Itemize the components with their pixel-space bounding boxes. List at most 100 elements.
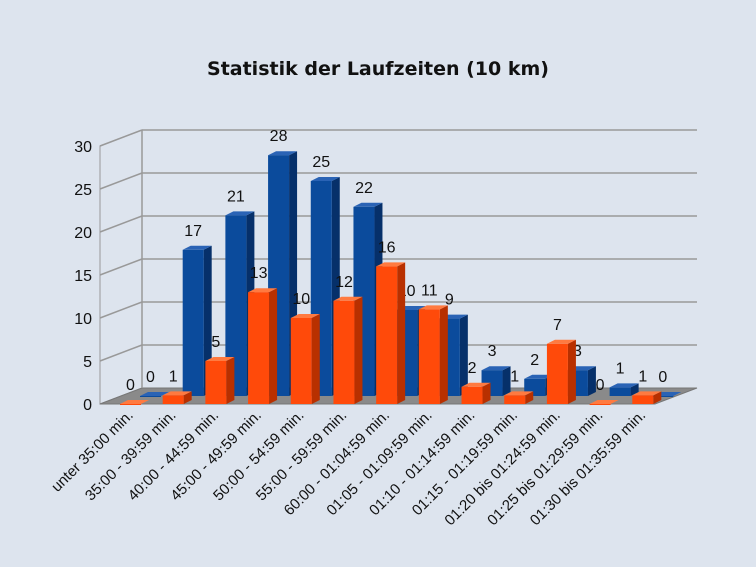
bar-blue-top (310, 177, 340, 181)
bar-red (589, 400, 619, 405)
bar-red (376, 262, 406, 404)
bar-red (504, 391, 534, 404)
y-tick-label: 20 (74, 225, 92, 242)
bar-red (546, 339, 576, 404)
y-tick-label: 15 (74, 268, 92, 285)
data-label-blue: 0 (146, 369, 155, 386)
bar-red-side (482, 382, 491, 404)
bar-red-top (376, 262, 406, 267)
bar-blue-top (140, 392, 169, 396)
bar-red-top (162, 391, 192, 396)
bar-red-side (311, 314, 320, 404)
bar-blue (182, 245, 212, 396)
bar-red-top (418, 305, 448, 310)
gridline-side (99, 129, 143, 147)
bar-red (162, 391, 192, 404)
data-label-red: 5 (211, 334, 220, 351)
data-label-red: 2 (468, 360, 477, 377)
bar-blue-top (481, 366, 511, 371)
data-label-red: 1 (510, 368, 519, 385)
y-tick-label: 0 (83, 397, 92, 414)
bar-red-top (632, 391, 662, 396)
bar-blue-top (182, 245, 212, 250)
data-label-blue: 2 (530, 352, 539, 369)
bar-blue-side (459, 314, 468, 396)
chart-title: Statistik der Laufzeiten (10 km) (207, 58, 549, 80)
bar-red-front (546, 343, 568, 404)
bar-red-top (120, 400, 149, 404)
bar-red-front (248, 292, 270, 404)
bar-red (290, 314, 320, 404)
data-label-red: 1 (638, 368, 647, 385)
bar-red-top (333, 296, 363, 301)
bar-blue-front (652, 396, 674, 397)
bar-blue-side (502, 366, 511, 396)
bar-blue-front (140, 396, 161, 397)
bar-red-side (269, 288, 278, 404)
bar-red-front (205, 361, 227, 404)
bar-red-side (525, 391, 534, 404)
bar-red (205, 357, 235, 404)
bar-red-front (632, 395, 654, 404)
bar-red-top (461, 382, 491, 387)
bar-red-side (653, 391, 662, 404)
data-label-red: 16 (378, 239, 396, 256)
bar-red (120, 400, 149, 405)
bar-red-top (504, 391, 534, 396)
bar-red (632, 391, 662, 404)
data-label-red: 0 (126, 377, 135, 394)
bar-red-side (567, 339, 576, 404)
bar-red-top (589, 400, 619, 404)
data-label-blue: 22 (355, 180, 373, 197)
gridline-side (99, 301, 143, 319)
bar-red (248, 288, 278, 404)
data-label-red: 13 (250, 265, 268, 282)
data-label-red: 7 (553, 317, 562, 334)
bar-red-front (376, 266, 398, 404)
bar-red (418, 305, 448, 404)
bar-blue-front (182, 249, 204, 396)
bar-red (333, 296, 363, 404)
bar-blue-side (203, 245, 212, 396)
bar-red-side (439, 305, 448, 404)
bar-red-front (290, 318, 312, 404)
gridline-side (99, 215, 143, 233)
data-label-blue: 9 (445, 292, 454, 309)
bar-blue-front (609, 387, 631, 396)
bar-blue-side (587, 366, 596, 396)
data-label-red: 10 (292, 291, 310, 308)
bar-blue-top (609, 383, 639, 388)
y-tick-label: 10 (74, 311, 92, 328)
bar-red-front (162, 395, 184, 404)
gridline-side (99, 172, 143, 190)
data-label-blue: 25 (312, 154, 330, 171)
bar-blue (140, 392, 169, 397)
bar-blue-front (225, 215, 247, 396)
gridline-side (99, 258, 143, 276)
data-label-blue: 17 (184, 223, 202, 240)
y-tick-label: 30 (74, 139, 92, 156)
data-label-blue: 3 (488, 343, 497, 360)
bar-red-side (354, 296, 363, 404)
bar-red-front (120, 404, 141, 405)
y-tick-label: 25 (74, 182, 92, 199)
data-label-red: 1 (169, 368, 178, 385)
gridline-side (99, 344, 143, 362)
bar-blue-side (630, 383, 639, 396)
bar-red-front (333, 300, 355, 404)
bar-red-side (183, 391, 192, 404)
bar-red-top (546, 339, 576, 344)
data-label-blue: 3 (573, 343, 582, 360)
bar-blue-top (353, 202, 383, 207)
data-label-red: 0 (596, 377, 605, 394)
bar-red-top (205, 357, 235, 361)
data-label-red: 11 (421, 282, 438, 299)
bar-red-top (290, 314, 320, 318)
bar-blue (609, 383, 639, 396)
data-label-blue: 21 (227, 188, 245, 205)
data-label-blue: 0 (658, 369, 667, 386)
bar-red-side (397, 262, 406, 404)
data-label-red: 12 (335, 274, 353, 291)
